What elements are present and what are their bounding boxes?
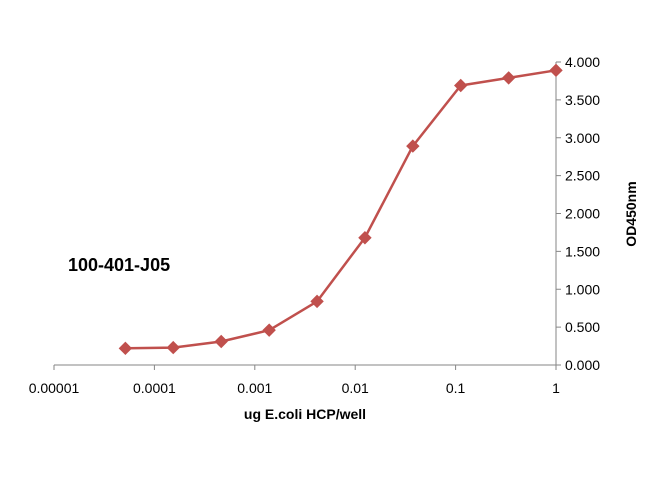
y-tick-label: 0.000 (565, 357, 600, 373)
data-point-marker (549, 63, 563, 78)
y-tick-label: 1.500 (565, 243, 600, 259)
series-line (125, 69, 557, 350)
x-tick-label: 0.001 (237, 380, 272, 396)
y-tick-label: 4.000 (565, 54, 600, 70)
chart-annotation: 100-401-J05 (68, 255, 170, 275)
y-tick-label: 1.000 (565, 281, 600, 297)
x-tick-label: 0.00001 (29, 380, 80, 396)
y-tick-label: 0.500 (565, 319, 600, 335)
y-tick-label: 3.500 (565, 92, 600, 108)
data-point-marker (310, 294, 324, 309)
y-tick-label: 2.500 (565, 168, 600, 184)
x-tick-label: 0.1 (446, 380, 466, 396)
series-group (118, 63, 563, 356)
x-axis-title: ug E.coli HCP/well (244, 406, 366, 422)
data-point-marker (501, 71, 516, 85)
plot-area: 0.00001 0.0001 0.001 0.01 0.1 1 0.000 0.500 1.0… (29, 54, 601, 396)
data-point-marker (214, 334, 228, 349)
data-point-marker (262, 323, 276, 337)
y-axis-title: OD450nm (623, 181, 639, 246)
data-point-marker (406, 139, 420, 153)
data-point-marker (358, 231, 372, 245)
x-tick-label: 0.01 (342, 380, 369, 396)
data-point-marker (118, 341, 133, 356)
y-tick-label: 3.000 (565, 130, 600, 146)
x-tick-label: 0.0001 (133, 380, 176, 396)
data-point-marker (454, 78, 468, 93)
data-point-marker (166, 340, 180, 355)
x-tick-label: 1 (552, 380, 560, 396)
x-ticks: 0.00001 0.0001 0.001 0.01 0.1 1 (29, 365, 560, 396)
y-tick-label: 2.000 (565, 206, 600, 222)
y-ticks: 0.000 0.500 1.000 1.500 2.000 2.500 3.000 3.500… (556, 54, 600, 373)
